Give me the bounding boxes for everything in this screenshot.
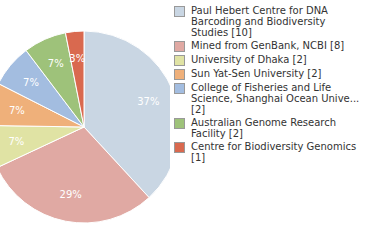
html-text:College of Fisheries and Life: College of Fisheries and Life Science, S… (191, 82, 360, 115)
svg-text:29%: 29% (60, 189, 82, 200)
svg-text:37%: 37% (137, 96, 159, 107)
html-text:Sun Yat-Sen University [2]: Sun Yat-Sen University [2] (191, 68, 322, 79)
html-text:Centre for Biodiversity Genomi: Centre for Biodiversity Genomics [1] (191, 141, 357, 163)
html-text:University of Dhaka [2]: University of Dhaka [2] (191, 54, 307, 65)
svg-text:7%: 7% (48, 58, 64, 69)
svg-text:7%: 7% (9, 105, 25, 116)
html-text:Australian Genome Research Fac: Australian Genome Research Facility [2] (191, 117, 337, 139)
html-text:Paul Hebert Centre for DNA Bar: Paul Hebert Centre for DNA Barcoding and… (191, 5, 328, 38)
html-text:Mined from GenBank, NCBI [8]: Mined from GenBank, NCBI [8] (191, 40, 345, 51)
svg-text:7%: 7% (8, 136, 24, 147)
svg-text:3%: 3% (69, 53, 85, 64)
svg-text:7%: 7% (23, 77, 39, 88)
